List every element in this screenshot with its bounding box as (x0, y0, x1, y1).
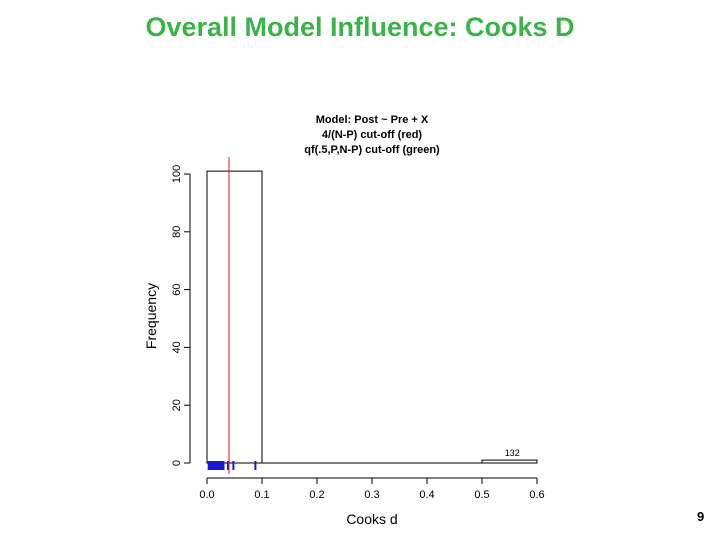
y-axis: 0 20 40 60 80 100 (171, 165, 191, 466)
point-annotation: 132 (505, 448, 520, 458)
y-tick-label: 0 (171, 460, 183, 466)
histogram-bar (206, 170, 263, 464)
y-tick-label: 40 (171, 341, 183, 353)
rug-marks (207, 461, 257, 470)
slide-number: 9 (697, 509, 705, 524)
chart-title: Model: Post ~ Pre + X 4/(N-P) cut-off (re… (304, 114, 440, 156)
chart-title-line: Model: Post ~ Pre + X (316, 114, 429, 126)
x-tick-label: 0.4 (419, 489, 434, 501)
slide-title: Overall Model Influence: Cooks D (145, 12, 575, 42)
x-axis-label: Cooks d (346, 511, 397, 527)
x-tick-label: 0.3 (364, 489, 379, 501)
y-tick-label: 80 (171, 226, 183, 238)
y-axis-label: Frequency (143, 283, 159, 349)
y-tick-label: 60 (171, 283, 183, 295)
x-tick-label: 0.0 (199, 489, 214, 501)
x-axis: 0.0 0.1 0.2 0.3 0.4 0.5 0.6 (199, 477, 545, 501)
x-tick-label: 0.6 (529, 489, 544, 501)
annotations: 132 (505, 448, 520, 458)
chart-title-line: qf(.5,P,N-P) cut-off (green) (304, 144, 440, 156)
x-tick-label: 0.5 (474, 489, 489, 501)
x-tick-label: 0.2 (309, 489, 324, 501)
chart-title-line: 4/(N-P) cut-off (red) (322, 129, 423, 141)
y-tick-label: 100 (171, 165, 183, 183)
histogram-bars (206, 170, 538, 464)
x-tick-label: 0.1 (254, 489, 269, 501)
y-tick-label: 20 (171, 399, 183, 411)
histogram-bar (481, 459, 538, 464)
